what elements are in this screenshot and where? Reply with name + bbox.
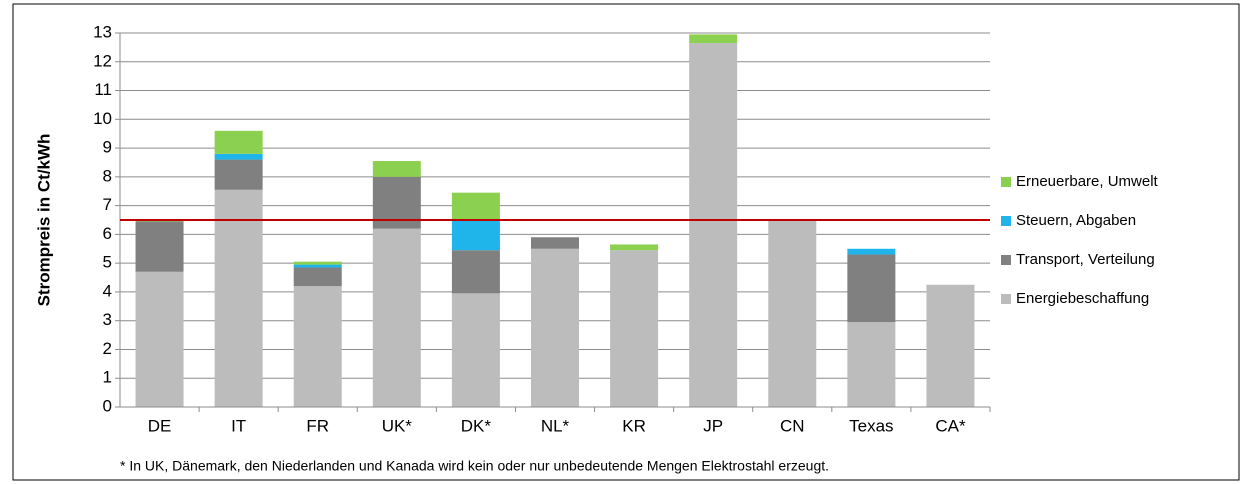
bar-segment [214,189,263,407]
bar-segment [451,250,500,294]
y-tick-label: 11 [94,80,112,99]
x-tick-label: DK* [461,416,492,435]
x-tick-label: FR [306,416,329,435]
y-axis-label: Strompreis in Ct/kWh [34,134,53,307]
bar-segment [689,34,738,44]
bar-segment [451,293,500,407]
x-tick-label: KR [622,416,646,435]
legend-label: Steuern, Abgaben [1016,212,1136,229]
y-tick-label: 5 [103,253,112,272]
bar-segment [372,228,421,407]
y-tick-label: 13 [93,22,112,41]
y-tick-label: 0 [103,396,112,415]
bar-segment [293,267,342,287]
legend-swatch [1001,177,1011,187]
bar-segment [135,271,184,407]
y-tick-label: 1 [103,368,112,387]
bar-segment [610,244,659,251]
legend-swatch [1001,216,1011,226]
bar-segment [768,220,817,407]
bar-segment [293,261,342,265]
x-tick-label: CN [780,416,805,435]
bar-segment [847,254,896,323]
legend-swatch [1001,255,1011,265]
y-tick-label: 7 [103,195,112,214]
bar-segment [214,130,263,154]
y-tick-label: 4 [103,281,112,300]
y-tick-label: 2 [103,339,112,358]
bar-segment [847,322,896,407]
y-tick-label: 12 [93,51,112,70]
x-tick-label: Texas [849,416,893,435]
y-tick-label: 8 [103,166,112,185]
bar-segment [531,237,579,249]
bar-segment [214,153,263,160]
bar-segment [293,286,342,407]
x-tick-label: JP [703,416,723,435]
bar-segment [610,250,659,407]
frame [12,3,1240,481]
x-tick-label: UK* [382,416,413,435]
bar-segment [451,192,500,220]
y-tick-label: 10 [93,109,112,128]
bar-segment [689,43,738,408]
legend-label: Erneuerbare, Umwelt [1016,173,1159,190]
footnote: * In UK, Dänemark, den Niederlanden und … [120,458,829,474]
y-tick-label: 6 [103,224,112,243]
bar-segment [135,221,184,272]
x-tick-label: CA* [935,416,966,435]
x-tick-label: NL* [541,416,570,435]
y-tick-label: 9 [103,138,112,157]
bar-segment [926,284,975,407]
y-tick-label: 3 [103,310,112,329]
x-tick-label: DE [148,416,172,435]
bar-segment [214,159,263,190]
bar-segment [531,248,579,407]
legend-label: Energiebeschaffung [1016,290,1149,307]
bar-segment [847,248,896,255]
bar-segment [293,264,342,268]
legend-swatch [1001,294,1011,304]
bar-segment [372,161,421,177]
bar-segment [451,220,500,251]
x-tick-label: IT [231,416,246,435]
legend-label: Transport, Verteilung [1016,251,1155,268]
